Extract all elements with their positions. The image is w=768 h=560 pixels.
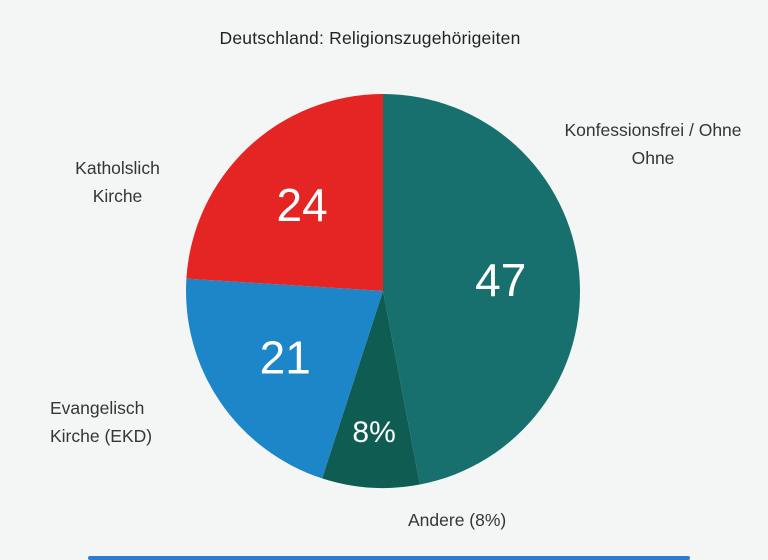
pie-value-katholisch: 24 [277, 179, 328, 231]
slice-label-evangelisch-line2: Kirche (EKD) [50, 426, 153, 446]
slice-label-andere: Andere (8%) [408, 510, 507, 530]
pie-value-konfessionsfrei: 47 [475, 254, 526, 306]
pie-slice-katholisch [186, 94, 383, 291]
pie-value-andere: 8% [352, 416, 395, 449]
slice-label-evangelisch-line1: Evangelisch [50, 398, 145, 418]
pie-slice-konfessionsfrei [383, 94, 580, 485]
slice-label-konfessionsfrei-line1: Konfessionsfrei / Ohne [564, 120, 742, 140]
bottom-blue-bar [88, 556, 690, 560]
slice-label-katholisch: Katholslich Kirche [45, 154, 190, 210]
slice-label-katholisch-line1: Katholslich [75, 158, 160, 178]
slice-label-katholisch-line2: Kirche [92, 186, 143, 206]
chart-title: Deutschland: Religionszugehörigeiten [219, 28, 521, 48]
slice-label-evangelisch: Evangelisch Kirche (EKD) [50, 394, 220, 450]
slice-label-konfessionsfrei-line2: Ohne [631, 148, 675, 168]
slice-label-konfessionsfrei: Konfessionsfrei / Ohne Ohne [553, 116, 753, 172]
pie-value-evangelisch: 21 [260, 331, 311, 383]
pie-slice-andere [322, 291, 420, 489]
pie-slice-evangelisch [186, 278, 383, 479]
